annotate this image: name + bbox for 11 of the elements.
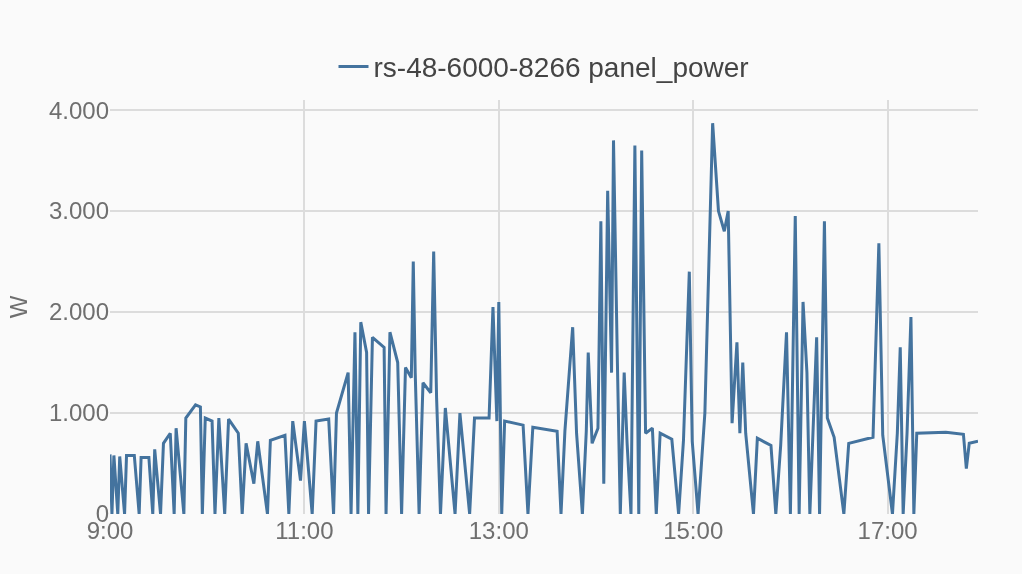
- x-tick-label: 17:00: [857, 517, 918, 544]
- y-tick-label: 4.000: [48, 96, 109, 124]
- y-tick-label: 1.000: [48, 399, 109, 427]
- line-series: [110, 121, 978, 514]
- x-tick-label: 13:00: [468, 517, 529, 544]
- x-tick-label: 11:00: [275, 517, 334, 544]
- y-axis-title: W: [5, 295, 33, 319]
- x-tick-label: 15:00: [663, 517, 724, 544]
- legend-label: rs-48-6000-8266 panel_power: [373, 52, 749, 84]
- y-tick-label: 3.000: [48, 197, 109, 225]
- y-tick-label: 2.000: [48, 298, 109, 326]
